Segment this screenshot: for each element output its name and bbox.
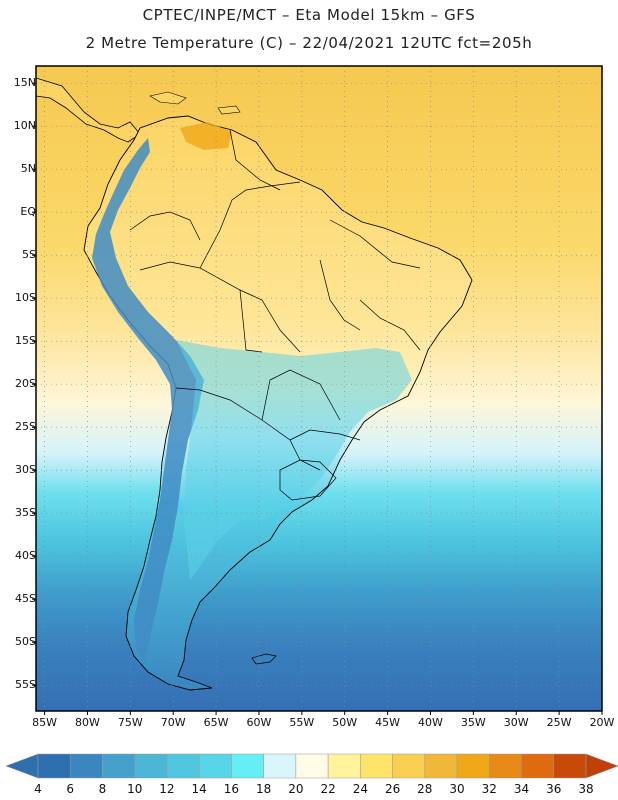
lat-label: 10S xyxy=(15,291,36,305)
lon-label: 50W xyxy=(332,716,358,729)
colorbar-swatch xyxy=(198,753,232,779)
lon-label: 25W xyxy=(546,716,572,729)
colorbar-label: 32 xyxy=(481,782,497,796)
colorbar-label: 22 xyxy=(320,782,336,796)
colorbar-label: 8 xyxy=(98,782,107,796)
colorbar-swatch xyxy=(231,753,264,779)
lon-label: 85W xyxy=(32,716,57,729)
colorbar-swatch xyxy=(456,753,490,779)
lat-label: 55S xyxy=(15,678,36,692)
colorbar-swatch xyxy=(327,753,361,779)
colorbar-swatch xyxy=(37,753,71,779)
colorbar-label: 4 xyxy=(34,782,42,796)
colorbar-swatch xyxy=(263,753,297,779)
colorbar-swatch xyxy=(166,753,200,779)
colorbar-label: 6 xyxy=(66,782,75,796)
southern-brazil-cool-zone xyxy=(176,340,412,580)
axis-ticks xyxy=(32,82,603,715)
map-title-line2: 2 Metre Temperature (C) – 22/04/2021 12U… xyxy=(85,34,533,52)
lat-label: 25S xyxy=(15,420,36,434)
lon-label: 60W xyxy=(246,716,272,729)
colorbar-label: 28 xyxy=(417,782,433,796)
lat-label: 15S xyxy=(15,334,36,348)
colorbar-label: 20 xyxy=(288,782,304,796)
lat-label: 10N xyxy=(13,119,36,133)
colorbar-label: 26 xyxy=(384,782,401,796)
lat-label: 15N xyxy=(13,76,36,90)
lon-label: 30W xyxy=(503,716,529,729)
colorbar-high-arrow xyxy=(585,753,618,779)
colorbar-label: 12 xyxy=(159,782,175,796)
lon-label: 75W xyxy=(117,716,143,729)
colorbar-label: 10 xyxy=(127,782,143,796)
lon-label: 55W xyxy=(289,716,315,729)
lon-label: 70W xyxy=(160,716,186,729)
colorbar-label: 16 xyxy=(223,782,240,796)
central-america-landmass xyxy=(36,77,141,143)
country-borders xyxy=(129,129,421,501)
colorbar-swatch xyxy=(489,753,522,779)
colorbar-swatch xyxy=(360,753,393,779)
lat-label: 45S xyxy=(15,592,36,606)
lat-label: 35S xyxy=(15,506,36,520)
map-frame xyxy=(35,65,603,712)
colorbar-label: 30 xyxy=(449,782,465,796)
colorbar-label: 36 xyxy=(546,782,562,796)
falkland-islands xyxy=(251,653,277,665)
lat-label: EQ xyxy=(20,205,36,219)
lon-label: 80W xyxy=(75,716,100,729)
lat-label: 20S xyxy=(15,377,36,391)
lon-label: 35W xyxy=(460,716,486,729)
colorbar-swatch xyxy=(295,753,329,779)
lat-label: 5S xyxy=(22,248,36,262)
lon-label: 20W xyxy=(589,716,615,729)
colorbar-swatch xyxy=(392,753,426,779)
andes-cordillera xyxy=(92,138,204,664)
colorbar-swatch xyxy=(553,753,587,779)
lat-label: 50S xyxy=(15,635,36,649)
colorbar xyxy=(5,753,618,779)
lon-label: 45W xyxy=(375,716,401,729)
lon-label: 65W xyxy=(203,716,229,729)
map-title-line1: CPTEC/INPE/MCT – Eta Model 15km – GFS xyxy=(142,6,476,24)
colorbar-label: 14 xyxy=(191,782,207,796)
lat-label: 30S xyxy=(15,463,36,477)
colorbar-swatch xyxy=(521,753,555,779)
colorbar-swatch xyxy=(102,753,135,779)
lat-label: 5N xyxy=(20,162,36,176)
lon-label: 40W xyxy=(418,716,443,729)
colorbar-swatch xyxy=(424,753,458,779)
colorbar-swatch xyxy=(134,753,168,779)
colorbar-swatch xyxy=(69,753,103,779)
lat-label: 40S xyxy=(15,549,36,563)
colorbar-low-arrow xyxy=(5,753,39,779)
colorbar-label: 24 xyxy=(352,782,368,796)
northern-warm-spot xyxy=(180,122,232,150)
colorbar-label: 38 xyxy=(578,782,594,796)
caribbean-islands xyxy=(149,91,241,115)
colorbar-label: 34 xyxy=(513,782,530,796)
colorbar-label: 18 xyxy=(256,782,272,796)
